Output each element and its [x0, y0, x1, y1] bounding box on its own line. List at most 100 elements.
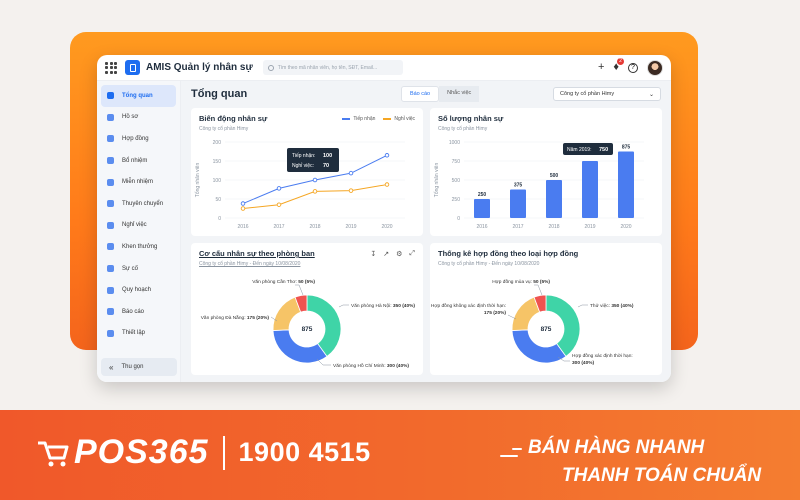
slice-label: Thử việc: 350 (40%): [590, 302, 634, 309]
x-tick-label: 2019: [345, 224, 356, 230]
brand-name: POS365: [74, 433, 209, 471]
help-icon[interactable]: ?: [628, 62, 638, 73]
x-tick-label: 2016: [237, 224, 248, 230]
legend-item-received[interactable]: Tiếp nhận: [342, 116, 375, 122]
slice-label: 175 (20%): [484, 310, 507, 316]
donut-hole: [290, 312, 324, 346]
card-headcount: Số lượng nhân sự Công ty cổ phần Himy Tổ…: [430, 108, 662, 236]
app-grid-icon[interactable]: [105, 61, 117, 74]
sidebar-item[interactable]: Bổ nhiệm: [101, 150, 176, 172]
x-tick-label: 2020: [381, 224, 392, 230]
leader-line: [534, 284, 543, 296]
bar: [618, 151, 634, 218]
sidebar-item[interactable]: Quy hoạch: [101, 279, 176, 301]
avatar[interactable]: [647, 59, 663, 76]
sidebar-item[interactable]: Báo cáo: [101, 301, 176, 323]
settings-icon[interactable]: ⚙: [396, 251, 403, 258]
sidebar-item-icon: [107, 200, 114, 208]
data-label: 500: [550, 173, 559, 179]
data-point: [384, 182, 390, 187]
app-title: AMIS Quản lý nhân sự: [146, 62, 253, 73]
sidebar-item-icon: [107, 178, 114, 186]
slogan-line-2: THANH TOÁN CHUẨN: [562, 465, 762, 486]
bell-icon[interactable]: ♦ 2: [613, 58, 624, 73]
data-point: [240, 201, 246, 206]
search-input[interactable]: Tìm theo mã nhân viên, họ tên, SĐT, Emai…: [262, 60, 403, 75]
x-tick-label: 2017: [273, 224, 284, 230]
company-select[interactable]: Công ty cổ phần Himy ⌄: [553, 87, 661, 101]
bar-chart: Tổng nhân viên 1000 750 500 250 0 250 2016 375 20…: [433, 140, 644, 230]
y-tick-label: 100: [213, 178, 222, 184]
download-icon[interactable]: ↧: [370, 251, 377, 258]
company-select-value: Công ty cổ phần Himy: [560, 91, 615, 97]
sidebar-item-label: Bổ nhiệm: [122, 157, 148, 164]
leader-line: [507, 314, 517, 320]
divider: [222, 435, 225, 470]
leader-line: [557, 356, 570, 362]
slice-label: Hợp đồng mùa vụ: 50 (5%): [492, 279, 550, 285]
data-point: [312, 189, 318, 194]
sidebar-item[interactable]: Nghỉ việc: [101, 215, 176, 237]
sidebar-item-label: Hợp đồng: [122, 135, 149, 142]
y-tick-label: 0: [457, 216, 460, 222]
sidebar-item[interactable]: Thuyên chuyển: [101, 193, 176, 215]
sidebar-item[interactable]: Hồ sơ: [101, 107, 176, 129]
tooltip-label: Nghỉ việc:: [292, 162, 314, 169]
speed-line: [512, 448, 522, 450]
collapse-button[interactable]: « Thu gọn: [101, 358, 177, 376]
card-staff-movement: Biến động nhân sự Công ty cổ phần Himy T…: [191, 108, 423, 236]
expand-icon[interactable]: ⤢: [409, 250, 415, 257]
tooltip-value: 100: [323, 153, 332, 159]
slice-label: Văn phòng Hồ Chí Minh: 300 (40%): [333, 363, 409, 369]
slice-label: Văn phòng Cần Thơ: 50 (5%): [252, 279, 315, 285]
sidebar-item-icon: [107, 135, 114, 143]
card-subtitle: Công ty cổ phần Himy: [199, 126, 249, 132]
bar: [474, 199, 490, 218]
pie-slice: [533, 294, 547, 313]
slice-label: Văn phòng Đà Nẵng: 175 (20%): [201, 314, 270, 321]
tooltip-value: 70: [323, 163, 329, 169]
y-tick-label: 150: [213, 159, 222, 165]
leader-line: [295, 284, 304, 296]
tooltip-label: Năm 2019:: [567, 147, 591, 153]
y-tick-label: 200: [213, 140, 222, 146]
add-icon[interactable]: +: [597, 61, 605, 73]
sidebar-item[interactable]: Sự cố: [101, 258, 176, 280]
sidebar-item[interactable]: Thiết lập: [101, 323, 176, 345]
x-tick-label: 2016: [476, 224, 487, 230]
sidebar-item[interactable]: Miễn nhiệm: [101, 171, 176, 193]
sidebar-item-icon: [107, 92, 114, 100]
data-point: [240, 206, 246, 211]
card-subtitle: Công ty cổ phần Himy - Đến ngày 10/08/20…: [199, 261, 301, 267]
y-axis-label: Tổng nhân viên: [194, 163, 201, 198]
tab-reminders[interactable]: Nhắc việc: [439, 86, 480, 102]
sidebar-item[interactable]: Khen thưởng: [101, 236, 176, 258]
card-department-structure: Cơ cấu nhân sự theo phòng ban Công ty cổ…: [191, 243, 423, 375]
brand-block: POS365 1900 4515: [36, 433, 371, 472]
x-tick-label: 2018: [548, 224, 559, 230]
cart-icon: [38, 441, 69, 466]
total-label: 875: [541, 326, 552, 333]
y-tick-label: 1000: [449, 140, 460, 146]
card-title: Cơ cấu nhân sự theo phòng ban: [199, 249, 315, 258]
top-bar: AMIS Quản lý nhân sự Tìm theo mã nhân vi…: [97, 55, 671, 81]
y-axis-label: Tổng nhân viên: [433, 163, 440, 198]
sidebar-item[interactable]: Hợp đồng: [101, 128, 176, 150]
sidebar-item[interactable]: Tổng quan: [101, 85, 176, 107]
y-tick-label: 50: [215, 197, 221, 203]
bar: [510, 189, 526, 218]
app-window: AMIS Quản lý nhân sự Tìm theo mã nhân vi…: [97, 55, 671, 382]
collapse-label: Thu gọn: [121, 364, 144, 370]
tooltip-label: Tiếp nhận:: [292, 153, 315, 159]
sidebar-item-icon: [107, 221, 114, 229]
pie-slice: [272, 329, 328, 364]
x-tick-label: 2020: [620, 224, 631, 230]
open-external-icon[interactable]: ↗: [383, 251, 390, 258]
x-tick-label: 2017: [512, 224, 523, 230]
collapse-chevron-icon: «: [109, 362, 114, 372]
bar: [546, 180, 562, 218]
legend-item-resigned[interactable]: Nghỉ việc: [383, 116, 415, 122]
tooltip: [287, 148, 339, 172]
tab-reports[interactable]: Báo cáo: [400, 86, 440, 102]
data-label: 250: [478, 192, 487, 198]
